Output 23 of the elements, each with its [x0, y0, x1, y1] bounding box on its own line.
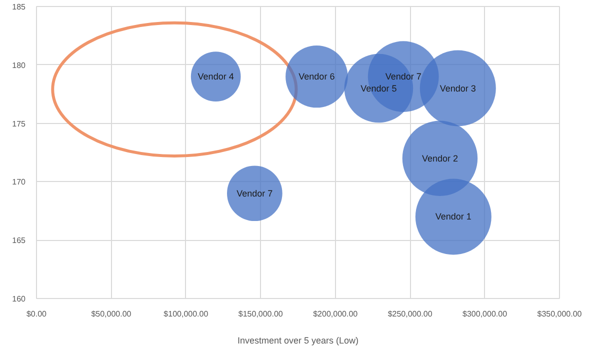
x-tick-label: $50,000.00 [91, 310, 132, 318]
annotation: Vendor 5 [360, 83, 397, 94]
x-axis-title: Investment over 5 years (Low) [237, 336, 359, 346]
y-tick-label: 170 [12, 178, 26, 187]
x-tick-label: $300,000.00 [462, 310, 508, 318]
y-tick-label: 180 [12, 60, 26, 70]
annotation: Vendor 3 [440, 83, 476, 94]
y-tick-label: 175 [12, 119, 26, 128]
y-tick-label: 165 [12, 236, 26, 246]
annotation: Vendor 6 [298, 72, 335, 82]
x-tick-label: $150,000.00 [238, 310, 284, 318]
annotation: Vendor 4 [198, 72, 234, 82]
y-tick-label: 160 [12, 294, 26, 304]
x-tick-label: $0.00 [26, 310, 48, 318]
x-tick-label: $200,000.00 [313, 310, 358, 318]
x-tick-label: $100,000.00 [164, 310, 209, 318]
annotation: Vendor 7 [385, 72, 422, 82]
x-tick-label: $350,000.00 [537, 310, 582, 318]
y-tick-label: 185 [12, 2, 26, 12]
annotation: Vendor 1 [435, 212, 472, 222]
x-tick-label: $250,000.00 [388, 310, 433, 318]
annotation: Vendor 7 [236, 188, 273, 198]
annotation: Vendor 2 [422, 153, 458, 164]
